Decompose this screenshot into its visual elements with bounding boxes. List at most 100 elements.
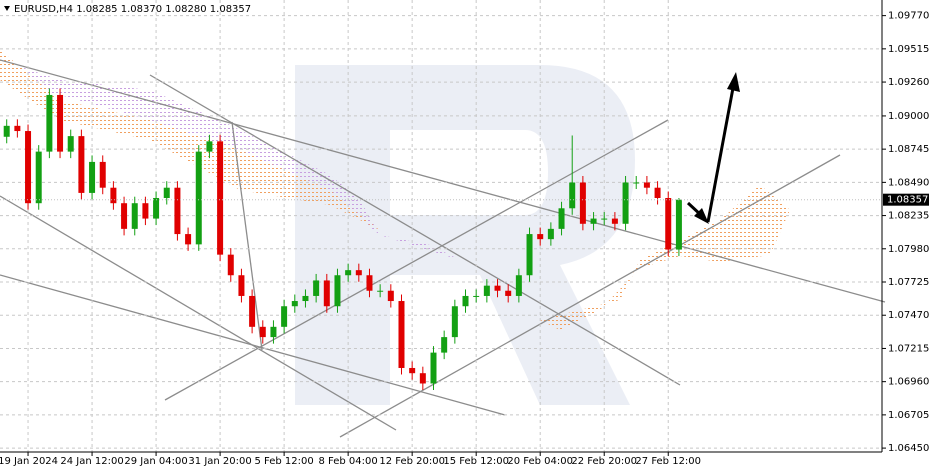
y-tick-label: 1.09260: [888, 77, 929, 88]
candle-body: [526, 234, 533, 276]
candle-body: [174, 187, 181, 235]
candle-body: [622, 182, 629, 224]
forecast-arrows: [686, 72, 740, 224]
trend-line: [339, 154, 841, 438]
y-tick-label: 1.09000: [888, 111, 929, 122]
x-tick-label: 22 Feb 20:00: [571, 456, 637, 467]
candle-body: [259, 326, 266, 338]
candle-body: [515, 275, 522, 296]
candle-body: [185, 234, 192, 245]
candle-body: [270, 326, 277, 338]
candle-body: [451, 306, 458, 338]
candle-body: [142, 203, 149, 219]
y-tick-label: 1.09515: [888, 44, 929, 55]
y-tick-label: 1.06705: [888, 410, 929, 421]
candle-body: [643, 182, 650, 188]
candle-body: [153, 197, 160, 219]
candle-body: [291, 301, 298, 307]
candle-body: [131, 203, 138, 229]
candle-body: [35, 151, 42, 204]
candle-body: [121, 203, 128, 229]
candle-body: [590, 218, 597, 224]
candle-body: [462, 295, 469, 307]
x-tick-label: 19 Jan 2024: [0, 456, 58, 467]
candle-body: [569, 182, 576, 209]
candle-body: [366, 275, 373, 291]
candle-body: [419, 373, 426, 384]
candle-body: [441, 337, 448, 353]
candle-body: [494, 285, 501, 291]
x-tick-label: 12 Feb 20:00: [379, 456, 445, 467]
candle-body: [601, 218, 608, 220]
candle-body: [313, 280, 320, 296]
y-tick-label: 1.07470: [888, 310, 929, 321]
candle-body: [665, 197, 672, 250]
trend-line: [0, 195, 397, 431]
candle-body: [430, 352, 437, 384]
candle-body: [302, 295, 309, 302]
candle-body: [579, 182, 586, 224]
candle-body: [46, 94, 53, 152]
candle-body: [67, 136, 74, 152]
x-tick-label: 8 Feb 04:00: [319, 456, 378, 467]
y-tick-label: 1.08235: [888, 211, 929, 222]
candle-body: [99, 161, 106, 188]
candle-body: [195, 151, 202, 245]
last-price-box: [883, 193, 929, 206]
candle-body: [675, 199, 682, 250]
candle-body: [654, 187, 661, 198]
candle-body: [377, 290, 384, 292]
candle-body: [387, 290, 394, 302]
trend-lines: [0, 59, 886, 438]
y-tick-label: 1.08490: [888, 177, 929, 188]
candle-body: [78, 136, 85, 193]
chart-title: EURUSD,H4 1.08285 1.08370 1.08280 1.0835…: [14, 4, 251, 15]
candle-body: [398, 301, 405, 368]
y-tick-label: 1.07980: [888, 244, 929, 255]
trend-line: [0, 59, 886, 303]
candle-body: [227, 254, 234, 276]
candle-body: [281, 306, 288, 327]
candle-body: [345, 270, 352, 276]
x-tick-label: 31 Jan 20:00: [188, 456, 251, 467]
candle-body: [3, 125, 10, 137]
y-tick-label: 1.06450: [888, 443, 929, 454]
x-tick-label: 20 Feb 04:00: [507, 456, 573, 467]
candle-body: [409, 367, 416, 374]
candle-body: [633, 182, 640, 184]
candle-body: [483, 285, 490, 296]
candle-body: [89, 161, 96, 193]
candle-body: [14, 125, 21, 132]
candle-body: [110, 187, 117, 204]
trend-line: [164, 119, 669, 401]
title-icon: [4, 6, 10, 11]
x-tick-label: 15 Feb 12:00: [443, 456, 509, 467]
x-tick-label: 24 Jan 12:00: [60, 456, 123, 467]
candle-body: [249, 295, 256, 327]
candle-body: [355, 270, 362, 276]
candle-body: [25, 131, 32, 204]
candle-body: [217, 141, 224, 255]
candle-body: [473, 295, 480, 297]
x-tick-label: 27 Feb 12:00: [635, 456, 701, 467]
plot-area: [0, 0, 882, 452]
candle-body: [611, 218, 618, 224]
candle-body: [57, 94, 64, 152]
y-tick-label: 1.07215: [888, 343, 929, 354]
candle-body: [558, 208, 565, 229]
y-tick-label: 1.07725: [888, 277, 929, 288]
y-tick-label: 1.09770: [888, 11, 929, 22]
y-tick-label: 1.08745: [888, 144, 929, 155]
candle-body: [547, 228, 554, 240]
candle-body: [505, 290, 512, 296]
ichimoku-cloud: [0, 50, 790, 330]
candle-body: [334, 275, 341, 307]
last-price-label: 1.08357: [887, 195, 928, 206]
y-tick-label: 1.06960: [888, 377, 929, 388]
candle-body: [163, 187, 170, 198]
trend-line: [231, 121, 263, 351]
candle-body: [238, 275, 245, 296]
trend-line: [149, 74, 681, 386]
x-tick-label: 5 Feb 12:00: [254, 456, 313, 467]
